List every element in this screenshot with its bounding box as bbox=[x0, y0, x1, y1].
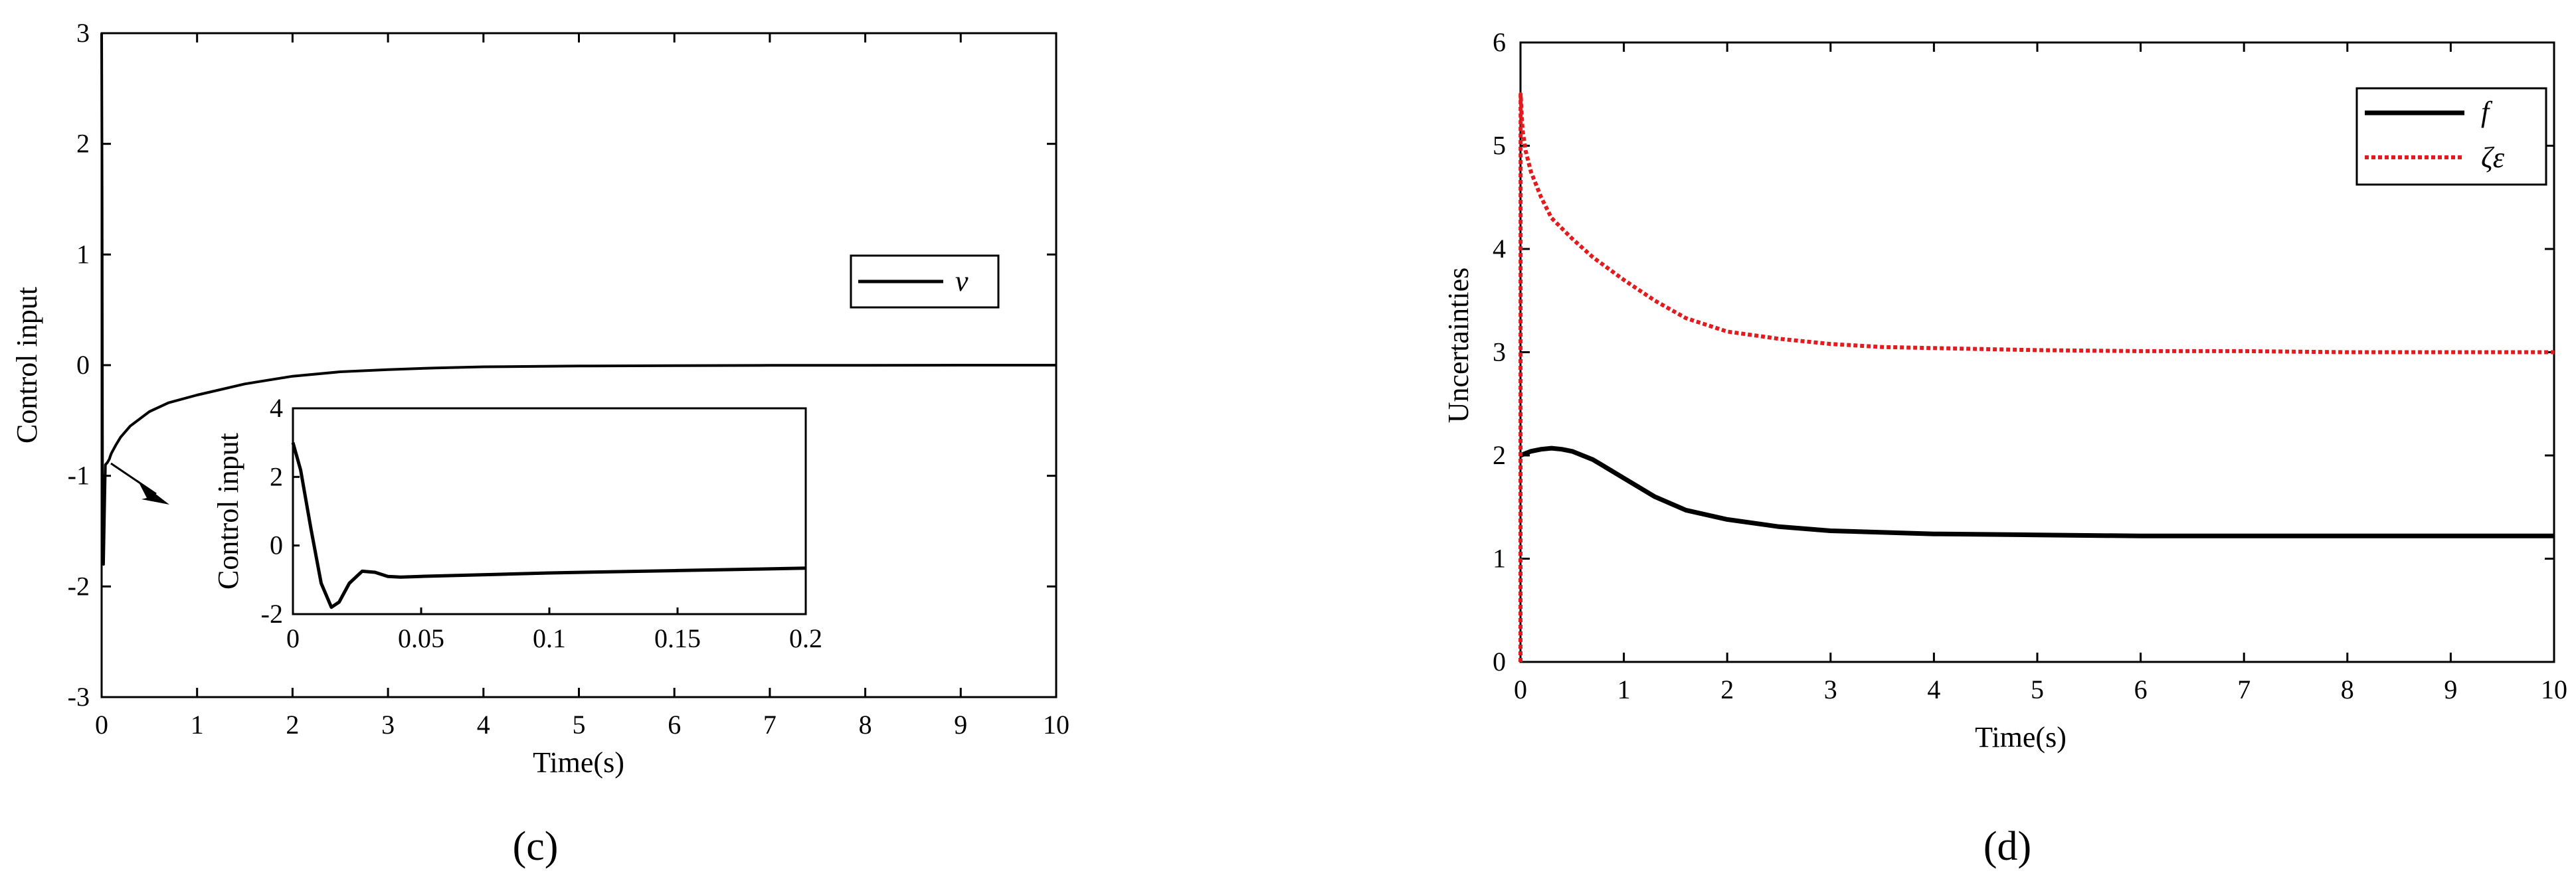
inset-y-axis-label: Control input bbox=[212, 433, 244, 590]
y-tick-label: 0 bbox=[1493, 647, 1506, 677]
panel-label-d: (d) bbox=[1983, 824, 2031, 869]
series-line-v bbox=[100, 33, 1056, 566]
y-tick-label: 0 bbox=[270, 530, 283, 560]
y-tick-label: 5 bbox=[1493, 131, 1506, 161]
y-axis-label-c: Control input bbox=[11, 287, 43, 443]
inset-series-line-v bbox=[291, 442, 806, 609]
ticks-d: 0 1 2 3 4 5 6 7 8 9 10 0 1 2 3 4 5 6 bbox=[1493, 27, 2567, 704]
y-tick-label: 2 bbox=[76, 129, 90, 159]
panel-label-c: (c) bbox=[513, 824, 559, 869]
y-tick-label: 1 bbox=[1493, 544, 1506, 574]
x-tick-label: 6 bbox=[668, 710, 681, 740]
x-tick-label: 6 bbox=[2134, 675, 2148, 704]
x-tick-label: 5 bbox=[573, 710, 586, 740]
x-tick-label: 0 bbox=[1514, 675, 1527, 704]
y-tick-label: 0 bbox=[76, 350, 90, 380]
y-axis-label-d: Uncertainties bbox=[1442, 268, 1475, 424]
x-tick-label: 0.05 bbox=[398, 623, 444, 653]
inset-arrow bbox=[110, 462, 169, 505]
y-tick-label: -2 bbox=[68, 571, 90, 601]
arrow-head bbox=[138, 480, 169, 505]
x-tick-label: 0.2 bbox=[789, 623, 822, 653]
y-tick-label: 1 bbox=[76, 239, 90, 269]
x-tick-label: 2 bbox=[286, 710, 299, 740]
x-axis-label-d: Time(s) bbox=[1975, 721, 2067, 754]
x-tick-label: 7 bbox=[763, 710, 777, 740]
series-line-f bbox=[1519, 445, 2554, 538]
legend-d: f ζε bbox=[2355, 87, 2547, 186]
x-tick-label: 1 bbox=[1617, 675, 1631, 704]
x-tick-label: 4 bbox=[1927, 675, 1940, 704]
chart-panel-d: 0 1 2 3 4 5 6 7 8 9 10 0 1 2 3 4 5 6 f ζε Time(s) Uncerta… bbox=[1442, 27, 2567, 869]
x-tick-label: 9 bbox=[2444, 675, 2457, 704]
x-tick-label: 3 bbox=[381, 710, 395, 740]
y-tick-label: 6 bbox=[1493, 27, 1506, 57]
y-tick-label: -3 bbox=[68, 682, 90, 712]
series-group-d bbox=[1518, 92, 2554, 663]
x-tick-label: 10 bbox=[2541, 675, 2567, 704]
x-tick-label: 0.15 bbox=[654, 623, 701, 653]
x-tick-label: 7 bbox=[2237, 675, 2251, 704]
legend-c: v bbox=[850, 254, 1000, 309]
x-tick-label: 0 bbox=[95, 710, 108, 740]
x-tick-label: 5 bbox=[2031, 675, 2044, 704]
y-tick-label: -2 bbox=[261, 599, 283, 629]
x-tick-label: 1 bbox=[191, 710, 204, 740]
x-tick-label: 0 bbox=[286, 623, 300, 653]
x-axis-label-c: Time(s) bbox=[533, 746, 624, 779]
series-group-c bbox=[100, 33, 1056, 566]
legend-box-d bbox=[2355, 87, 2547, 186]
y-tick-label: 3 bbox=[76, 18, 90, 48]
x-tick-label: 4 bbox=[477, 710, 490, 740]
y-tick-label: 2 bbox=[1493, 440, 1506, 470]
x-tick-label: 8 bbox=[2341, 675, 2354, 704]
series-line-zeta bbox=[1518, 92, 2554, 663]
y-tick-label: 3 bbox=[1493, 337, 1506, 367]
y-tick-label: 2 bbox=[270, 461, 283, 491]
x-tick-label: 8 bbox=[859, 710, 872, 740]
y-tick-label: -1 bbox=[68, 461, 90, 491]
ticks-c: 0 1 2 3 4 5 6 7 8 9 10 -3 -2 -1 0 1 2 3 bbox=[68, 18, 1069, 740]
inset-plot-area bbox=[292, 407, 807, 615]
x-tick-label: 9 bbox=[954, 710, 967, 740]
x-tick-label: 0.1 bbox=[533, 623, 566, 653]
inset-series-group bbox=[291, 442, 806, 609]
x-tick-label: 10 bbox=[1043, 710, 1069, 740]
y-tick-label: 4 bbox=[1493, 234, 1506, 264]
legend-label-zeta: ζε bbox=[2481, 141, 2505, 174]
x-tick-label: 2 bbox=[1720, 675, 1734, 704]
x-tick-label: 3 bbox=[1824, 675, 1837, 704]
legend-label-v: v bbox=[955, 265, 968, 297]
chart-panel-c: 0 1 2 3 4 5 6 7 8 9 10 -3 -2 -1 0 1 2 3 v 0 0.05 0.1 0.15 0.2… bbox=[11, 18, 1069, 869]
y-tick-label: 4 bbox=[270, 393, 283, 423]
